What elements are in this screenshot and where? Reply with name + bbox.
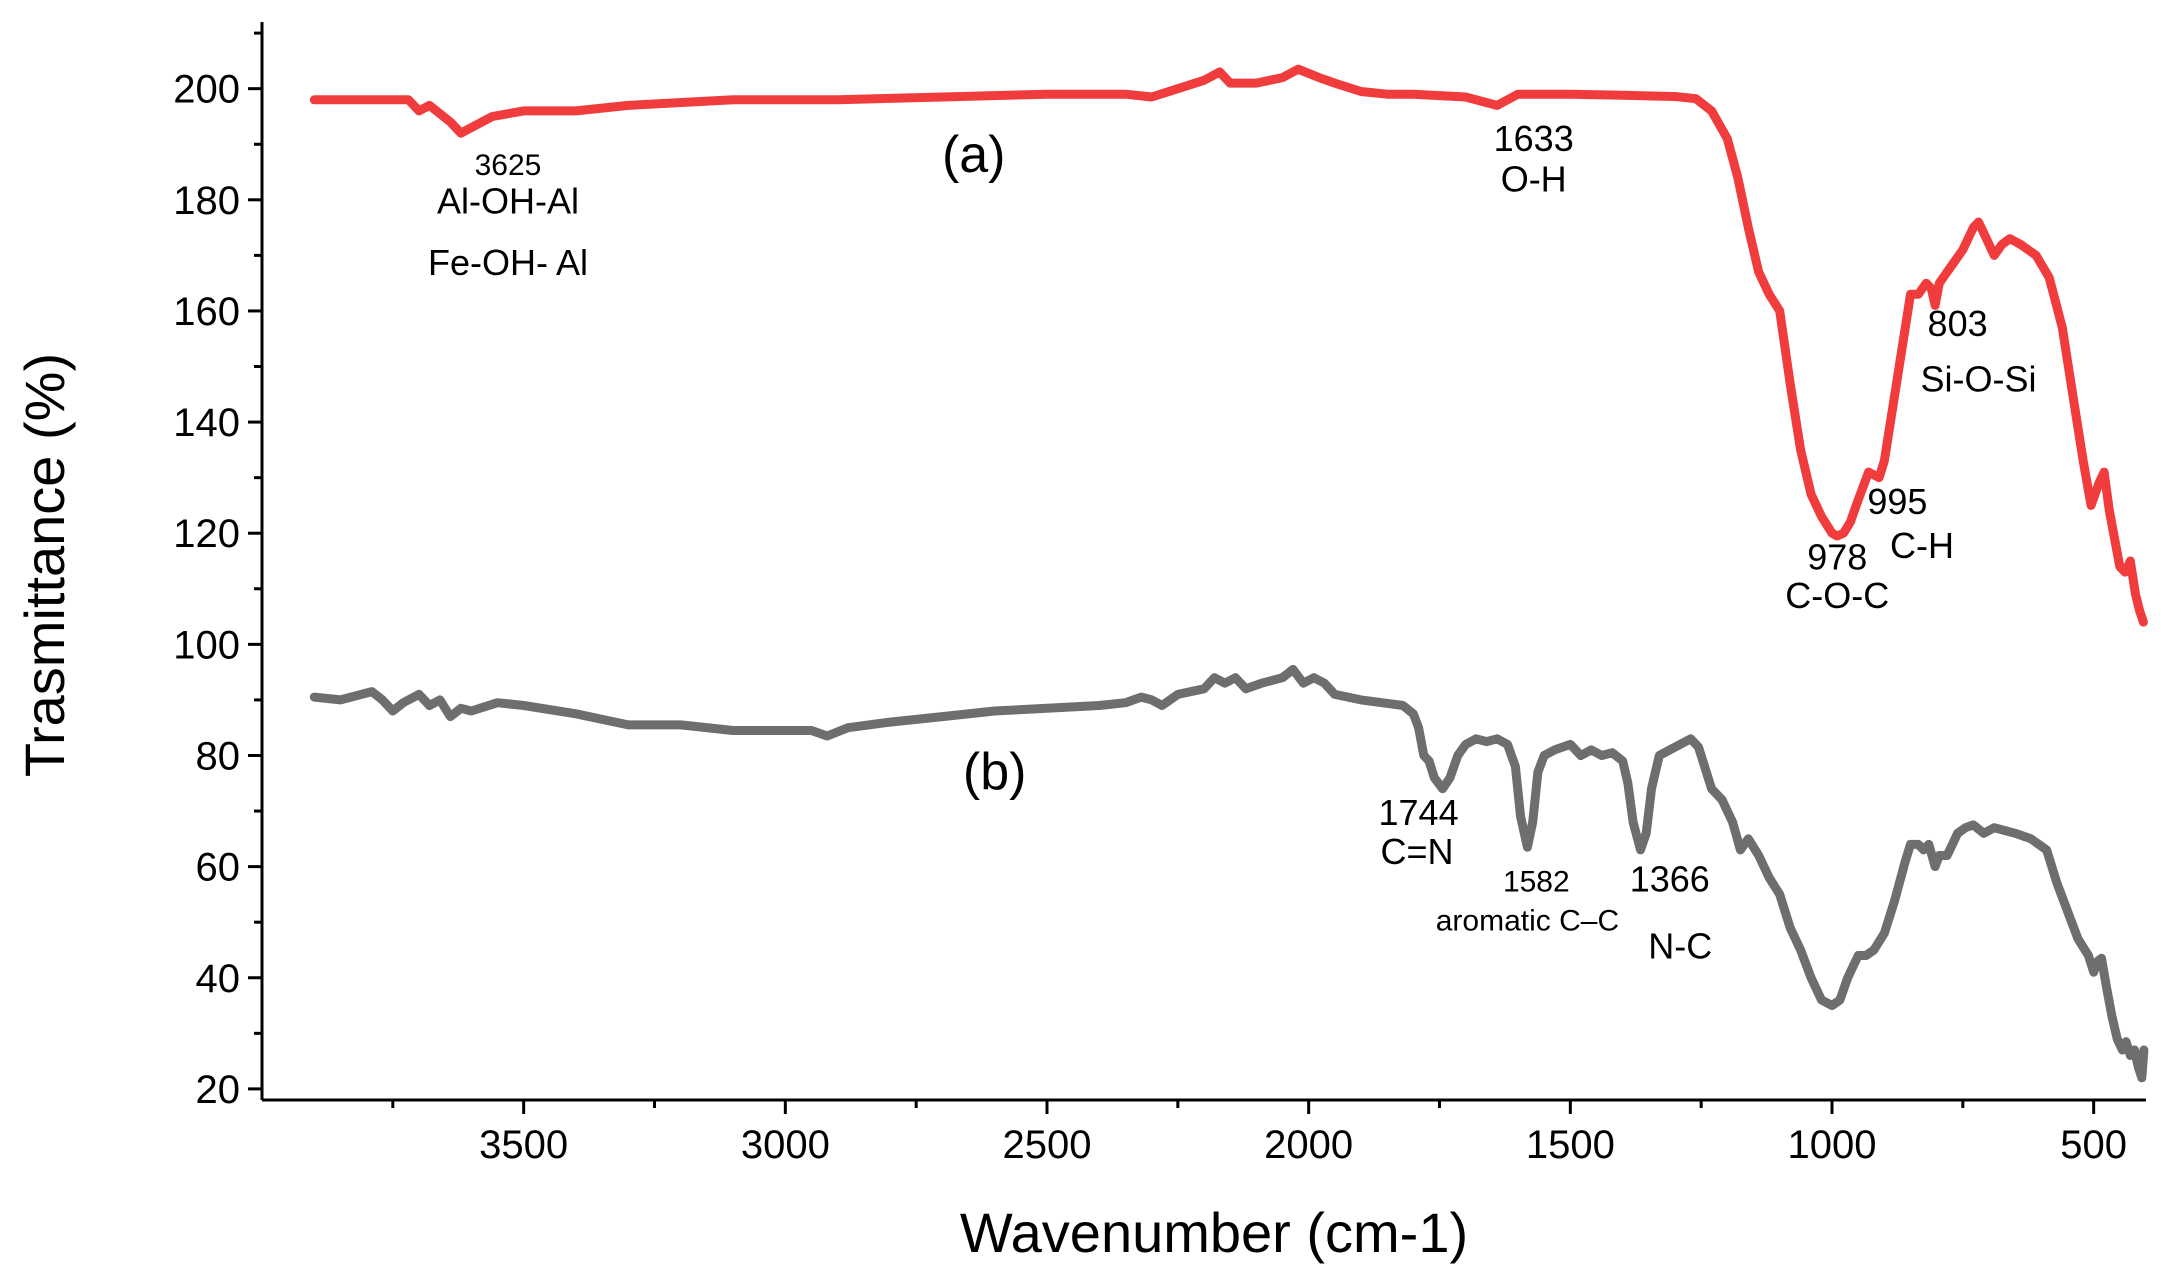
y-tick-label: 100 [173, 623, 240, 667]
ann-al-oh-al: Al-OH-Al [437, 181, 579, 222]
y-tick-label: 200 [173, 68, 240, 112]
x-tick-label: 2500 [1003, 1123, 1092, 1167]
x-axis-title: Wavenumber (cm-1) [960, 1201, 1468, 1264]
ann-995: 995 [1867, 481, 1927, 522]
ann-c-o-c: C-O-C [1785, 575, 1889, 616]
ann-1366: 1366 [1630, 859, 1710, 900]
ann-803: 803 [1928, 303, 1988, 344]
ann-o-h: O-H [1501, 158, 1567, 199]
y-tick-label: 80 [196, 734, 241, 778]
ticks-layer: 20 40 60 80 100 120 140 160 180 200 3500 3000 2500 20… [173, 31, 2127, 1167]
series-layer [309, 64, 2149, 1083]
x-tick-label: 3500 [479, 1123, 568, 1167]
series-label-b: (b) [963, 743, 1027, 801]
series-line-b [309, 664, 2149, 1083]
series-label-a: (a) [942, 126, 1006, 184]
ann-1633: 1633 [1494, 118, 1574, 159]
x-tick-label: 3000 [741, 1123, 830, 1167]
x-tick-label: 1500 [1526, 1123, 1615, 1167]
ann-3625: 3625 [475, 149, 542, 182]
series-line-a [309, 64, 2148, 627]
ann-fe-oh-al: Fe-OH- Al [428, 242, 588, 283]
y-tick-label: 20 [196, 1068, 241, 1112]
ann-si-o-si: Si-O-Si [1921, 359, 2037, 400]
x-tick-label: 2000 [1264, 1123, 1353, 1167]
y-tick-label: 180 [173, 179, 240, 223]
ann-c-h: C-H [1890, 525, 1954, 566]
x-tick-label: 500 [2060, 1123, 2127, 1167]
ann-n-c: N-C [1648, 925, 1712, 966]
ann-1744: 1744 [1379, 792, 1459, 833]
ann-1582: 1582 [1503, 866, 1570, 899]
y-tick-label: 160 [173, 290, 240, 334]
y-tick-label: 40 [196, 957, 241, 1001]
y-tick-label: 140 [173, 401, 240, 445]
y-tick-label: 60 [196, 846, 241, 890]
x-tick-label: 1000 [1788, 1123, 1877, 1167]
ann-aromatic: aromatic C–C [1436, 905, 1619, 938]
y-axis-title: Trasmittance (%) [13, 353, 76, 777]
y-tick-label: 120 [173, 512, 240, 556]
ann-978: 978 [1807, 536, 1867, 577]
ann-c-n: C=N [1380, 831, 1453, 872]
